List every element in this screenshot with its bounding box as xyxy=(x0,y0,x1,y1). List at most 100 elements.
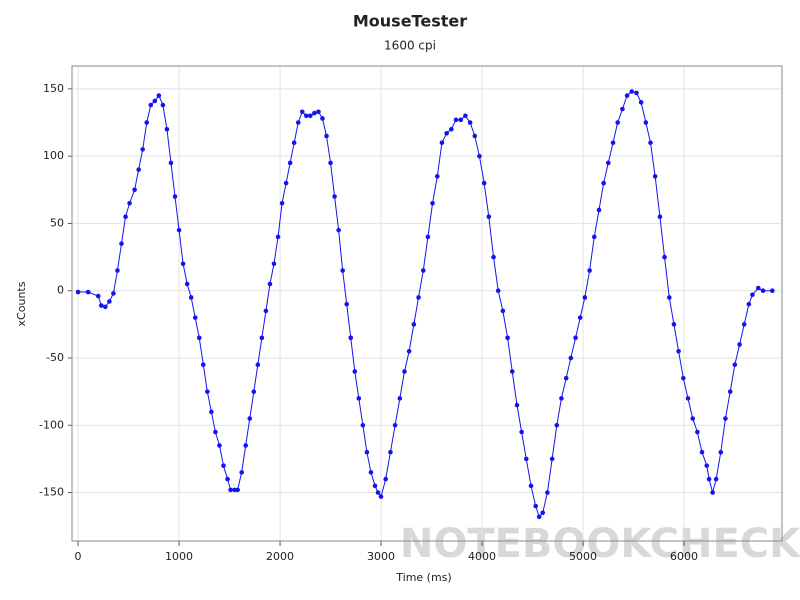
data-point xyxy=(463,113,468,119)
data-point xyxy=(741,322,747,327)
data-point xyxy=(95,293,101,299)
data-point xyxy=(308,113,313,119)
data-point xyxy=(615,120,620,125)
data-point xyxy=(610,140,616,145)
x-tick-label: 6000 xyxy=(670,550,698,563)
data-point xyxy=(554,422,560,428)
data-point xyxy=(251,389,257,394)
data-point xyxy=(509,369,515,374)
data-point xyxy=(652,174,658,179)
data-point xyxy=(148,102,154,108)
y-tick-label: 150 xyxy=(43,82,64,95)
data-point xyxy=(420,268,426,273)
data-point xyxy=(573,335,578,341)
data-point xyxy=(209,409,214,415)
data-point xyxy=(275,234,281,240)
x-tick-label: 5000 xyxy=(569,550,597,563)
data-point xyxy=(587,268,592,273)
data-point xyxy=(378,494,384,499)
data-point xyxy=(671,322,677,327)
data-point xyxy=(481,180,487,186)
data-point xyxy=(196,335,202,341)
chart-title: MouseTester xyxy=(353,12,467,31)
data-point xyxy=(144,120,150,125)
data-point xyxy=(348,335,354,341)
data-point xyxy=(336,227,341,233)
data-point xyxy=(406,348,412,354)
data-point xyxy=(200,362,206,368)
data-point xyxy=(239,470,244,475)
data-point xyxy=(402,369,407,374)
data-point xyxy=(727,389,733,394)
data-point xyxy=(259,335,265,341)
data-point xyxy=(188,295,194,300)
data-point xyxy=(287,160,293,166)
data-point xyxy=(383,476,388,482)
data-point xyxy=(267,281,273,287)
y-tick-label: -100 xyxy=(39,418,64,431)
data-point xyxy=(295,120,301,125)
data-point xyxy=(449,126,454,132)
data-point xyxy=(324,133,329,139)
data-point xyxy=(591,234,597,240)
data-point xyxy=(690,416,696,421)
data-point xyxy=(111,291,116,296)
data-point xyxy=(624,93,630,98)
watermark: NOTEBOOKCHECK xyxy=(400,521,800,567)
chart-subtitle: 1600 cpi xyxy=(384,39,436,53)
data-point xyxy=(681,375,686,381)
data-point xyxy=(723,416,728,421)
data-point xyxy=(662,254,667,260)
data-point xyxy=(328,160,333,166)
data-point xyxy=(605,160,611,166)
data-point xyxy=(127,200,132,206)
data-point xyxy=(416,295,421,300)
data-point xyxy=(263,308,269,314)
data-point xyxy=(676,348,681,354)
data-point xyxy=(746,301,752,307)
data-point xyxy=(425,234,431,240)
data-point xyxy=(320,116,325,121)
y-tick-label: 0 xyxy=(57,284,64,297)
data-point xyxy=(243,443,249,448)
data-point xyxy=(545,490,550,495)
data-point xyxy=(160,102,166,108)
data-point xyxy=(638,100,644,105)
x-tick-label: 4000 xyxy=(468,550,496,563)
data-point xyxy=(634,90,639,96)
data-point xyxy=(444,130,449,136)
data-point xyxy=(411,322,417,327)
data-point xyxy=(115,268,120,273)
data-point xyxy=(523,456,529,462)
data-point xyxy=(582,295,588,300)
data-point xyxy=(519,429,524,435)
data-point xyxy=(732,362,738,368)
data-point xyxy=(375,490,381,495)
data-point xyxy=(439,140,445,145)
data-point xyxy=(486,214,492,220)
data-point xyxy=(685,396,691,401)
data-point xyxy=(695,429,700,435)
y-tick-label: -150 xyxy=(39,486,64,499)
data-point xyxy=(559,396,564,401)
x-tick-label: 0 xyxy=(75,550,82,563)
data-point xyxy=(477,153,482,159)
data-point xyxy=(392,422,398,428)
data-point xyxy=(332,194,337,199)
data-point xyxy=(706,476,712,482)
data-point xyxy=(213,429,218,435)
data-point xyxy=(528,483,534,489)
data-point xyxy=(271,261,277,267)
data-point xyxy=(225,476,230,482)
x-axis-label: Time (ms) xyxy=(395,571,451,584)
data-point xyxy=(472,133,478,139)
data-point xyxy=(140,147,145,152)
data-point xyxy=(718,449,724,455)
data-point xyxy=(360,422,366,428)
data-point xyxy=(132,187,137,193)
x-tick-label: 1000 xyxy=(165,550,193,563)
data-point xyxy=(312,110,317,116)
data-point xyxy=(356,396,362,401)
